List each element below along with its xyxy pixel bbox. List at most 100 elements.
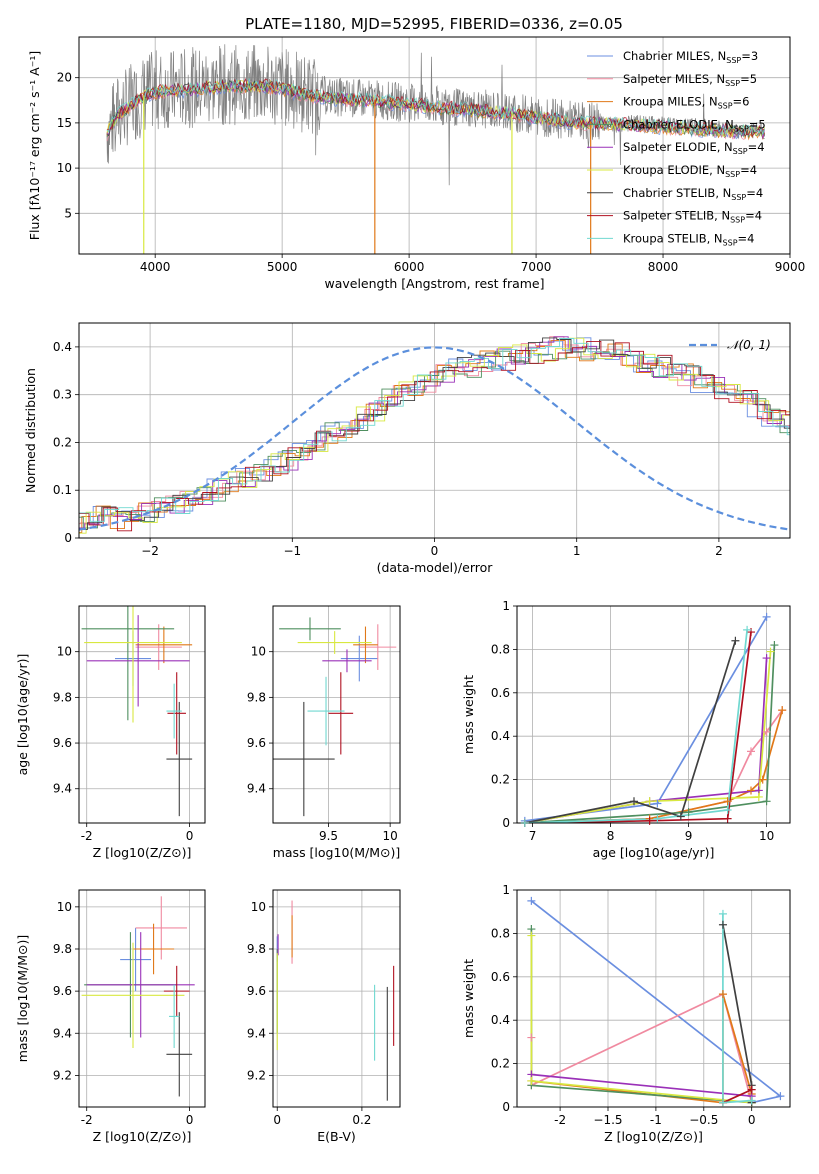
weight-marker [770,641,778,649]
legend-series-name: Chabrier MILES [623,49,710,63]
y-tick-label: 9.8 [53,690,72,704]
weight-line [525,630,747,823]
y-tick-label: 10 [57,161,72,175]
legend-label: Salpeter ELODIE, NSSP=4 [623,140,765,156]
weight-marker [763,797,771,805]
legend-n-label: , N [714,209,730,223]
x-tick-label: 10 [382,829,397,843]
x-tick-label: 0 [186,829,194,843]
legend-subscript: SSP [723,238,738,247]
legend-series-name: Kroupa MILES [623,95,702,109]
y-tick-label: 10 [251,645,266,659]
legend-n-label: , N [710,49,726,63]
x-tick-label: 7 [529,829,537,843]
y-tick-label: 0.8 [491,642,510,656]
x-tick-label: 7000 [521,260,552,274]
legend-subscript: SSP [730,216,745,225]
weight-marker [719,910,727,918]
y-tick-label: 0 [64,531,72,545]
x-tick-label: 8000 [648,260,679,274]
y-tick-label: 9.4 [53,782,72,796]
y-tick-label: 5 [64,206,72,220]
y-tick-label: 9.8 [53,942,72,956]
legend-label: Kroupa STELIB, NSSP=4 [623,231,754,247]
x-axis-label: Z [log10(Z/Z⊙)] [93,1129,192,1144]
weight-marker [719,990,727,998]
x-tick-label: 5000 [267,260,298,274]
x-axis-label: Z [log10(Z/Z⊙)] [604,1129,703,1144]
x-tick-label: 9.5 [319,829,338,843]
x-tick-label: 8 [607,829,615,843]
legend-n-label: , N [717,140,733,154]
y-tick-label: 0.6 [491,970,510,984]
weight-marker [527,932,535,940]
legend-subscript: SSP [731,193,746,202]
weight-line [525,652,771,823]
weight-line [525,710,782,823]
x-tick-label: −2 [141,544,159,558]
y-tick-label: 10 [251,900,266,914]
mass-vs-EBV-plot-area [273,890,400,1107]
y-tick-label: 0.4 [491,729,510,743]
y-axis-label: mass weight [461,959,476,1038]
x-tick-label: 4000 [140,260,171,274]
legend-subscript: SSP [734,124,749,133]
x-tick-label: -2 [81,1113,93,1127]
legend-label: Kroupa ELODIE, NSSP=4 [623,163,757,179]
weight-marker [743,626,751,634]
legend-series-name: Salpeter MILES [623,72,709,86]
x-tick-label: 1 [573,544,581,558]
legend-label: Chabrier MILES, NSSP=3 [623,49,758,65]
legend-series-name: Kroupa ELODIE [623,163,709,177]
y-tick-label: 20 [57,71,72,85]
x-tick-label: 0.2 [352,1113,371,1127]
axes-frame [273,606,400,823]
residual-histogram [58,338,819,534]
legend-n-label: , N [718,117,734,131]
weight-marker [724,815,732,823]
legend-series-name: Chabrier ELODIE [623,117,718,131]
x-axis-label: E(B-V) [317,1129,356,1144]
legend-nssp: =3 [741,49,758,63]
y-tick-label: 0.8 [491,926,510,940]
y-tick-label: 9.6 [53,736,72,750]
y-tick-label: 15 [57,116,72,130]
legend-nssp: =5 [740,72,757,86]
weight-marker [719,921,727,929]
axes-frame [79,606,205,823]
age-vs-Z-plot-area [79,537,205,823]
legend-series-name: Kroupa STELIB [623,231,707,245]
legend-series-name: Salpeter ELODIE [623,140,717,154]
x-tick-label: −0.5 [689,1113,718,1127]
figure-title: PLATE=1180, MJD=52995, FIBERID=0336, z=0… [245,15,623,33]
legend-label: Kroupa MILES, NSSP=6 [623,95,750,111]
y-tick-label: 0.4 [53,340,72,354]
mass-vs-Z-plot-area [79,890,205,1107]
x-axis-label: mass [log10(M/M⊙)] [273,845,401,860]
legend-nssp: =4 [738,231,755,245]
y-tick-label: 9.4 [247,1026,266,1040]
y-tick-label: 9.6 [247,736,266,750]
y-tick-label: 9.2 [247,1068,266,1082]
legend-label: Chabrier ELODIE, NSSP=5 [623,117,766,133]
weight-marker [747,628,755,636]
residual-histogram [62,339,819,533]
legend-label: Salpeter STELIB, NSSP=4 [623,209,762,225]
x-tick-label: 10 [759,829,774,843]
y-tick-label: 10 [57,900,72,914]
legend-nssp: =4 [748,140,765,154]
legend-series-name: Chabrier STELIB [623,186,715,200]
x-axis-label: (data-model)/error [377,560,494,575]
y-tick-label: 9.6 [247,984,266,998]
y-tick-label: 0.1 [53,483,72,497]
residuals-plot-area [51,323,819,538]
x-tick-label: 0 [748,1113,756,1127]
age-vs-mass-plot-area [273,606,400,823]
y-tick-label: 0.2 [491,773,510,787]
y-tick-label: 0 [502,816,510,830]
